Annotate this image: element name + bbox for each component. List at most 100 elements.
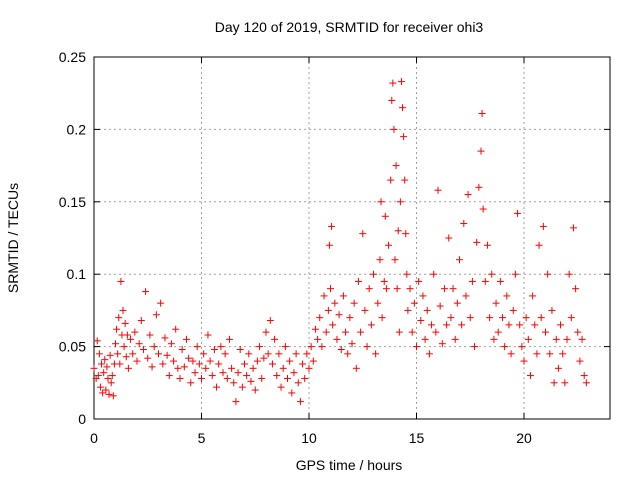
- data-point: [554, 364, 562, 372]
- data-point: [172, 325, 180, 333]
- data-point: [99, 389, 107, 397]
- data-point: [124, 364, 132, 372]
- data-point: [316, 314, 324, 322]
- data-point: [245, 350, 253, 358]
- data-point: [475, 183, 483, 191]
- data-point: [121, 319, 129, 327]
- data-point: [430, 270, 438, 278]
- data-point: [253, 357, 261, 365]
- data-point: [159, 360, 167, 368]
- y-axis-label: SRMTID / TECUs: [5, 183, 21, 293]
- data-point: [559, 350, 567, 358]
- data-point: [357, 328, 365, 336]
- data-point: [432, 328, 440, 336]
- data-point: [516, 321, 524, 329]
- data-point: [101, 356, 109, 364]
- data-point: [112, 340, 119, 348]
- data-point: [94, 372, 102, 380]
- y-tick-label: 0.1: [67, 266, 87, 282]
- y-tick-label: 0.25: [59, 49, 86, 65]
- data-point: [460, 220, 468, 228]
- data-point: [281, 343, 289, 351]
- data-point: [290, 369, 298, 377]
- data-point: [328, 222, 336, 230]
- data-point: [522, 314, 530, 322]
- data-point: [146, 331, 154, 339]
- data-point: [113, 325, 121, 333]
- data-point: [103, 363, 111, 371]
- data-point: [268, 360, 276, 368]
- data-point: [399, 104, 407, 112]
- data-point: [548, 306, 556, 314]
- data-point: [462, 292, 470, 300]
- data-point: [232, 398, 240, 406]
- data-point: [115, 314, 123, 322]
- data-point: [104, 374, 112, 382]
- data-point: [423, 306, 431, 314]
- data-point: [550, 379, 558, 387]
- data-point: [318, 343, 326, 351]
- data-point: [557, 321, 565, 329]
- data-point: [417, 317, 425, 325]
- data-point: [428, 321, 436, 329]
- chart-title: Day 120 of 2019, SRMTID for receiver ohi…: [215, 19, 484, 35]
- grid-layer: [94, 57, 610, 419]
- data-point: [122, 353, 130, 361]
- data-point: [251, 386, 259, 394]
- data-point: [286, 357, 294, 365]
- data-point: [331, 299, 339, 307]
- data-point: [466, 314, 474, 322]
- data-point: [225, 335, 233, 343]
- data-point: [458, 321, 466, 329]
- data-point: [477, 147, 485, 155]
- data-point: [393, 285, 401, 293]
- data-point: [279, 364, 287, 372]
- x-tick-label: 15: [409, 430, 425, 446]
- data-point: [204, 331, 212, 339]
- data-point: [396, 198, 404, 206]
- data-point: [299, 360, 307, 368]
- data-point: [395, 328, 403, 336]
- data-point: [440, 285, 448, 293]
- data-point: [150, 343, 158, 351]
- data-point: [210, 345, 218, 353]
- data-point: [105, 390, 113, 398]
- data-point: [520, 357, 528, 365]
- data-point: [93, 337, 101, 345]
- data-point: [501, 343, 509, 351]
- data-point: [155, 350, 162, 358]
- data-point: [415, 277, 423, 285]
- data-point: [187, 379, 195, 387]
- data-point: [163, 351, 171, 359]
- data-point: [344, 350, 352, 358]
- data-point: [296, 398, 304, 406]
- data-point: [544, 270, 552, 278]
- tick-layer: 0 5 10 15 20 0 0.05 0.1 0.15 0.2 0.25: [59, 49, 610, 446]
- data-point: [496, 277, 504, 285]
- data-point: [129, 350, 137, 358]
- data-point: [377, 198, 385, 206]
- data-point: [410, 299, 418, 307]
- data-point: [486, 314, 494, 322]
- data-point: [292, 350, 300, 358]
- data-point: [139, 345, 147, 353]
- data-point: [449, 285, 457, 293]
- data-point: [170, 357, 178, 365]
- data-point: [447, 314, 455, 322]
- data-point: [189, 357, 197, 365]
- data-point: [152, 311, 160, 319]
- data-point: [443, 321, 451, 329]
- data-point: [266, 317, 274, 325]
- data-point: [208, 372, 216, 380]
- data-point: [438, 340, 446, 348]
- data-point: [206, 357, 214, 365]
- data-point: [391, 256, 399, 264]
- data-point: [180, 363, 188, 371]
- data-point: [578, 335, 586, 343]
- data-point: [116, 360, 124, 368]
- data-point: [572, 285, 580, 293]
- data-point: [243, 372, 251, 380]
- data-point: [182, 335, 190, 343]
